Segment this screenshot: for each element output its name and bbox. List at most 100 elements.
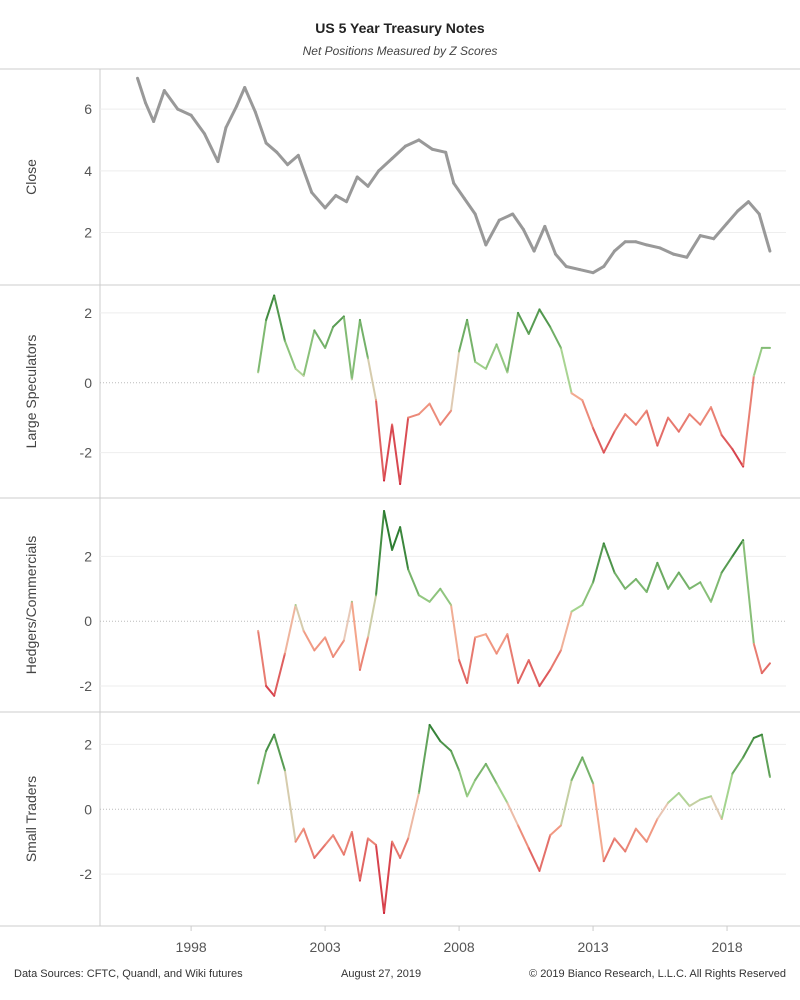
series-segment — [667, 792, 680, 804]
data-point — [383, 510, 385, 512]
series-segment — [645, 818, 659, 843]
data-point — [592, 271, 594, 274]
data-point — [283, 652, 286, 655]
series-segment — [549, 649, 562, 671]
data-point — [720, 818, 723, 820]
series-segment — [602, 837, 616, 863]
data-point — [720, 571, 723, 574]
series-segment — [698, 234, 716, 241]
series-segment — [439, 740, 453, 752]
data-point — [495, 343, 498, 346]
chart-title: US 5 Year Treasury Notes — [315, 20, 485, 36]
series-segment — [366, 357, 378, 402]
series-segment — [366, 594, 378, 639]
series-segment — [474, 360, 487, 370]
data-point — [760, 733, 763, 736]
data-point — [265, 685, 268, 687]
data-point — [176, 108, 179, 111]
data-point — [624, 850, 627, 853]
series-segment — [495, 782, 509, 804]
data-point — [592, 782, 594, 785]
data-point — [624, 587, 627, 590]
series-segment — [570, 392, 584, 402]
series-segment — [275, 150, 290, 167]
data-point — [731, 555, 734, 558]
series-segment — [224, 104, 239, 130]
data-point — [474, 213, 477, 215]
series-segment — [709, 406, 723, 437]
data-point — [517, 312, 519, 314]
series-segment — [731, 448, 745, 468]
data-point — [667, 416, 669, 419]
data-point — [549, 668, 552, 671]
data-point — [484, 762, 487, 765]
series-segment — [559, 610, 573, 652]
data-point — [613, 250, 616, 252]
series-segment — [746, 200, 761, 216]
data-point — [672, 253, 675, 256]
data-point — [399, 526, 402, 529]
series-segment — [428, 587, 442, 603]
series-segment — [375, 843, 386, 915]
data-point — [257, 371, 260, 374]
series-segment — [342, 600, 353, 642]
data-point — [144, 102, 147, 104]
data-point — [495, 652, 498, 655]
data-point — [592, 427, 594, 430]
chart-subtitle: Net Positions Measured by Z Scores — [302, 44, 498, 58]
series-segment — [709, 571, 723, 603]
series-segment — [506, 311, 520, 374]
data-point — [350, 831, 353, 833]
series-segment — [742, 374, 755, 468]
series-segment — [332, 834, 345, 856]
data-point — [760, 672, 763, 674]
data-point — [710, 406, 712, 409]
data-point — [758, 213, 761, 215]
series-segment — [484, 343, 498, 370]
series-segment — [613, 240, 627, 253]
data-point — [613, 837, 616, 840]
series-segment — [688, 581, 702, 590]
data-point — [570, 610, 573, 613]
series-segment — [407, 568, 420, 597]
series-segment — [656, 416, 670, 447]
data-point — [554, 253, 557, 256]
series-segment — [581, 581, 595, 606]
series-segment — [324, 834, 335, 846]
y-tick-label: 2 — [84, 225, 92, 241]
series-segment — [624, 827, 637, 853]
series-segment — [355, 175, 370, 188]
series-segment — [296, 153, 314, 194]
data-point — [645, 243, 648, 246]
data-point — [391, 423, 393, 426]
data-point — [688, 587, 691, 590]
data-point — [428, 724, 431, 726]
series-segment — [731, 756, 745, 775]
data-point — [560, 824, 562, 827]
series-segment — [688, 798, 702, 808]
data-point — [265, 319, 268, 321]
x-tick-label: 1998 — [176, 939, 207, 955]
series-segment — [506, 633, 520, 684]
series-segment — [656, 561, 670, 590]
data-point — [565, 265, 568, 268]
data-point — [685, 256, 688, 259]
data-point — [517, 824, 519, 827]
series-segment — [458, 318, 469, 353]
data-point — [254, 111, 257, 114]
data-point — [726, 222, 728, 225]
data-point — [190, 114, 193, 117]
data-point — [458, 769, 460, 772]
series-segment — [752, 733, 763, 739]
series-segment — [527, 308, 541, 335]
series-segment — [342, 315, 353, 381]
data-point — [136, 77, 139, 80]
data-point — [359, 319, 361, 321]
series-segment — [458, 659, 469, 684]
series-segment — [313, 843, 327, 859]
series-segment — [458, 769, 469, 798]
series-segment — [511, 212, 525, 231]
series-segment — [391, 526, 402, 551]
series-segment — [474, 633, 487, 639]
series-segment — [417, 402, 431, 416]
